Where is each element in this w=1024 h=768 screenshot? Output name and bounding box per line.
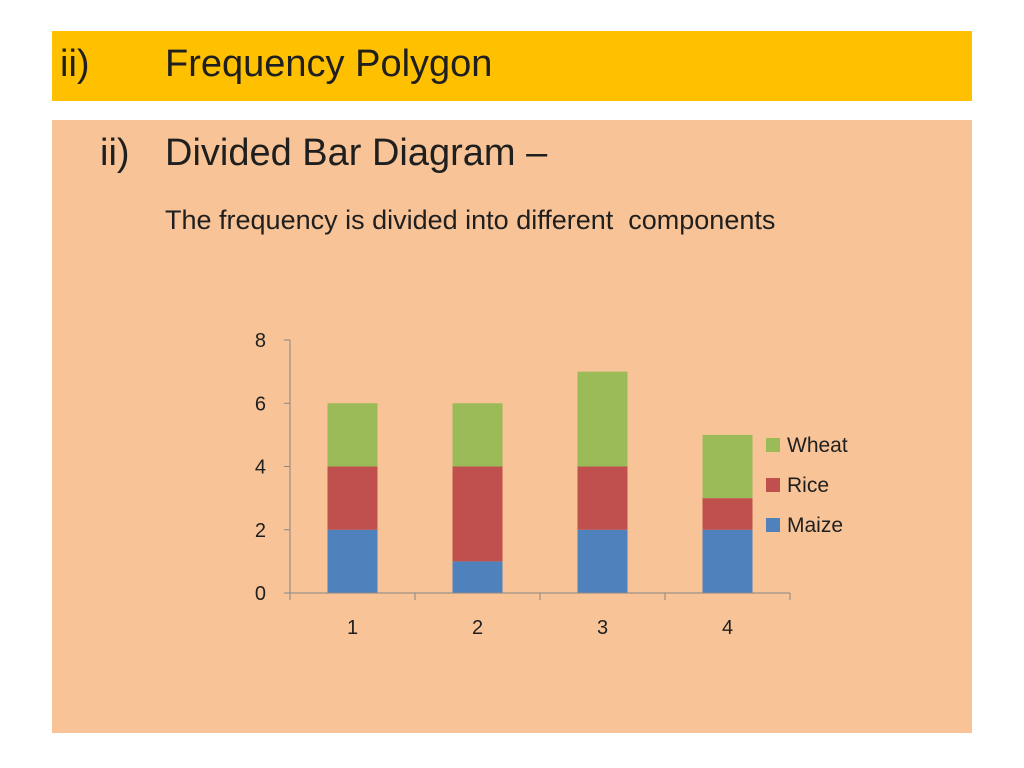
x-tick-label-4: 4 xyxy=(722,617,733,639)
x-tick-label-3: 3 xyxy=(597,617,608,639)
x-tick-label-2: 2 xyxy=(472,617,483,639)
bar-segment-wheat-3 xyxy=(578,372,628,467)
bars-group xyxy=(328,372,753,593)
legend-swatch-maize xyxy=(766,518,780,532)
bar-segment-maize-3 xyxy=(578,530,628,593)
bar-segment-wheat-2 xyxy=(453,403,503,466)
bar-segment-rice-3 xyxy=(578,467,628,530)
bar-segment-rice-2 xyxy=(453,467,503,562)
bar-segment-maize-1 xyxy=(328,530,378,593)
y-tick-label-0: 0 xyxy=(255,583,266,605)
bar-segment-wheat-1 xyxy=(328,403,378,466)
y-tick-label-4: 4 xyxy=(255,457,266,479)
bar-segment-maize-4 xyxy=(703,530,753,593)
legend-label-rice: Rice xyxy=(787,474,829,497)
legend-swatch-wheat xyxy=(766,438,780,452)
y-tick-label-2: 2 xyxy=(255,520,266,542)
x-tick-label-1: 1 xyxy=(347,617,358,639)
bar-segment-wheat-4 xyxy=(703,435,753,498)
bar-segment-rice-4 xyxy=(703,498,753,530)
bar-segment-maize-2 xyxy=(453,561,503,593)
y-tick-label-6: 6 xyxy=(255,393,266,415)
legend: Wheat Rice Maize xyxy=(766,434,848,537)
bar-segment-rice-1 xyxy=(328,467,378,530)
legend-swatch-rice xyxy=(766,478,780,492)
legend-label-maize: Maize xyxy=(787,514,843,537)
y-tick-label-8: 8 xyxy=(255,330,266,352)
legend-label-wheat: Wheat xyxy=(787,434,848,457)
